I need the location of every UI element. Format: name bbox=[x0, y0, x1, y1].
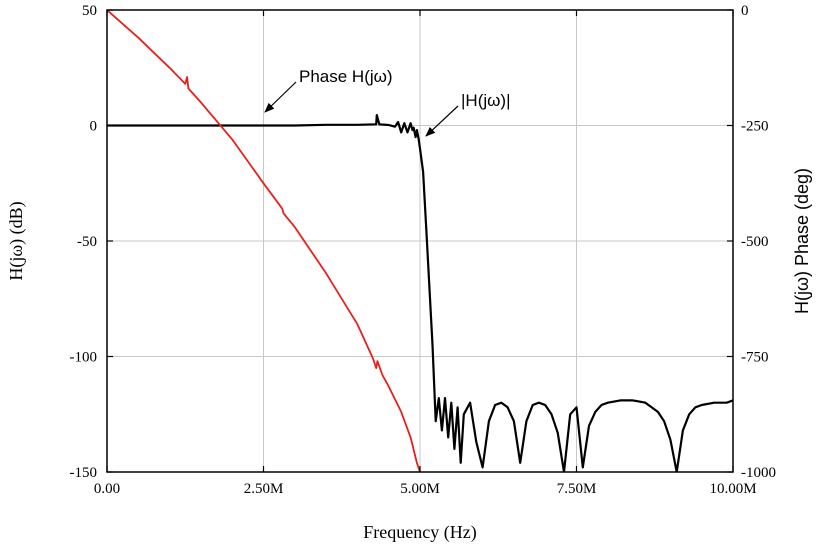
x-tick-label-2: 5.00M bbox=[400, 481, 440, 497]
x-tick-label-3: 7.50M bbox=[557, 481, 597, 497]
annotation-phase-arrow bbox=[264, 81, 297, 113]
x-axis-title: Frequency (Hz) bbox=[363, 522, 476, 543]
y-left-tick-label-1: 0 bbox=[90, 119, 98, 135]
ticks: 0.00 2.50M 5.00M 7.50M 10.00M 50 0 -50 -100 -150 0… bbox=[70, 3, 777, 497]
x-tick-label-4: 10.00M bbox=[709, 481, 756, 497]
grid bbox=[107, 10, 733, 472]
y-right-tick-label-3: -750 bbox=[741, 350, 769, 366]
annotation-phase-label: Phase H(jω) bbox=[299, 67, 393, 86]
series-line-phase bbox=[107, 10, 421, 472]
series-layer bbox=[107, 10, 733, 472]
annotation-magnitude-arrow bbox=[425, 105, 459, 137]
annotation-magnitude-label: |H(jω)| bbox=[461, 91, 510, 110]
y-left-tick-label-4: -150 bbox=[70, 465, 98, 481]
y-left-axis-title: H(jω) (dB) bbox=[6, 201, 27, 280]
x-tick-label-1: 2.50M bbox=[244, 481, 284, 497]
x-tick-label-0: 0.00 bbox=[94, 481, 120, 497]
y-right-tick-label-0: 0 bbox=[741, 3, 749, 19]
y-right-tick-label-4: -1000 bbox=[741, 465, 776, 481]
series-line-magnitude bbox=[107, 113, 733, 472]
y-right-tick-label-2: -500 bbox=[741, 234, 769, 250]
y-right-tick-label-1: -250 bbox=[741, 119, 769, 135]
y-left-tick-label-3: -100 bbox=[70, 350, 98, 366]
y-right-axis-title: H(jω) Phase (deg) bbox=[792, 168, 812, 314]
y-left-tick-label-2: -50 bbox=[77, 234, 97, 250]
y-left-tick-label-0: 50 bbox=[82, 3, 97, 19]
